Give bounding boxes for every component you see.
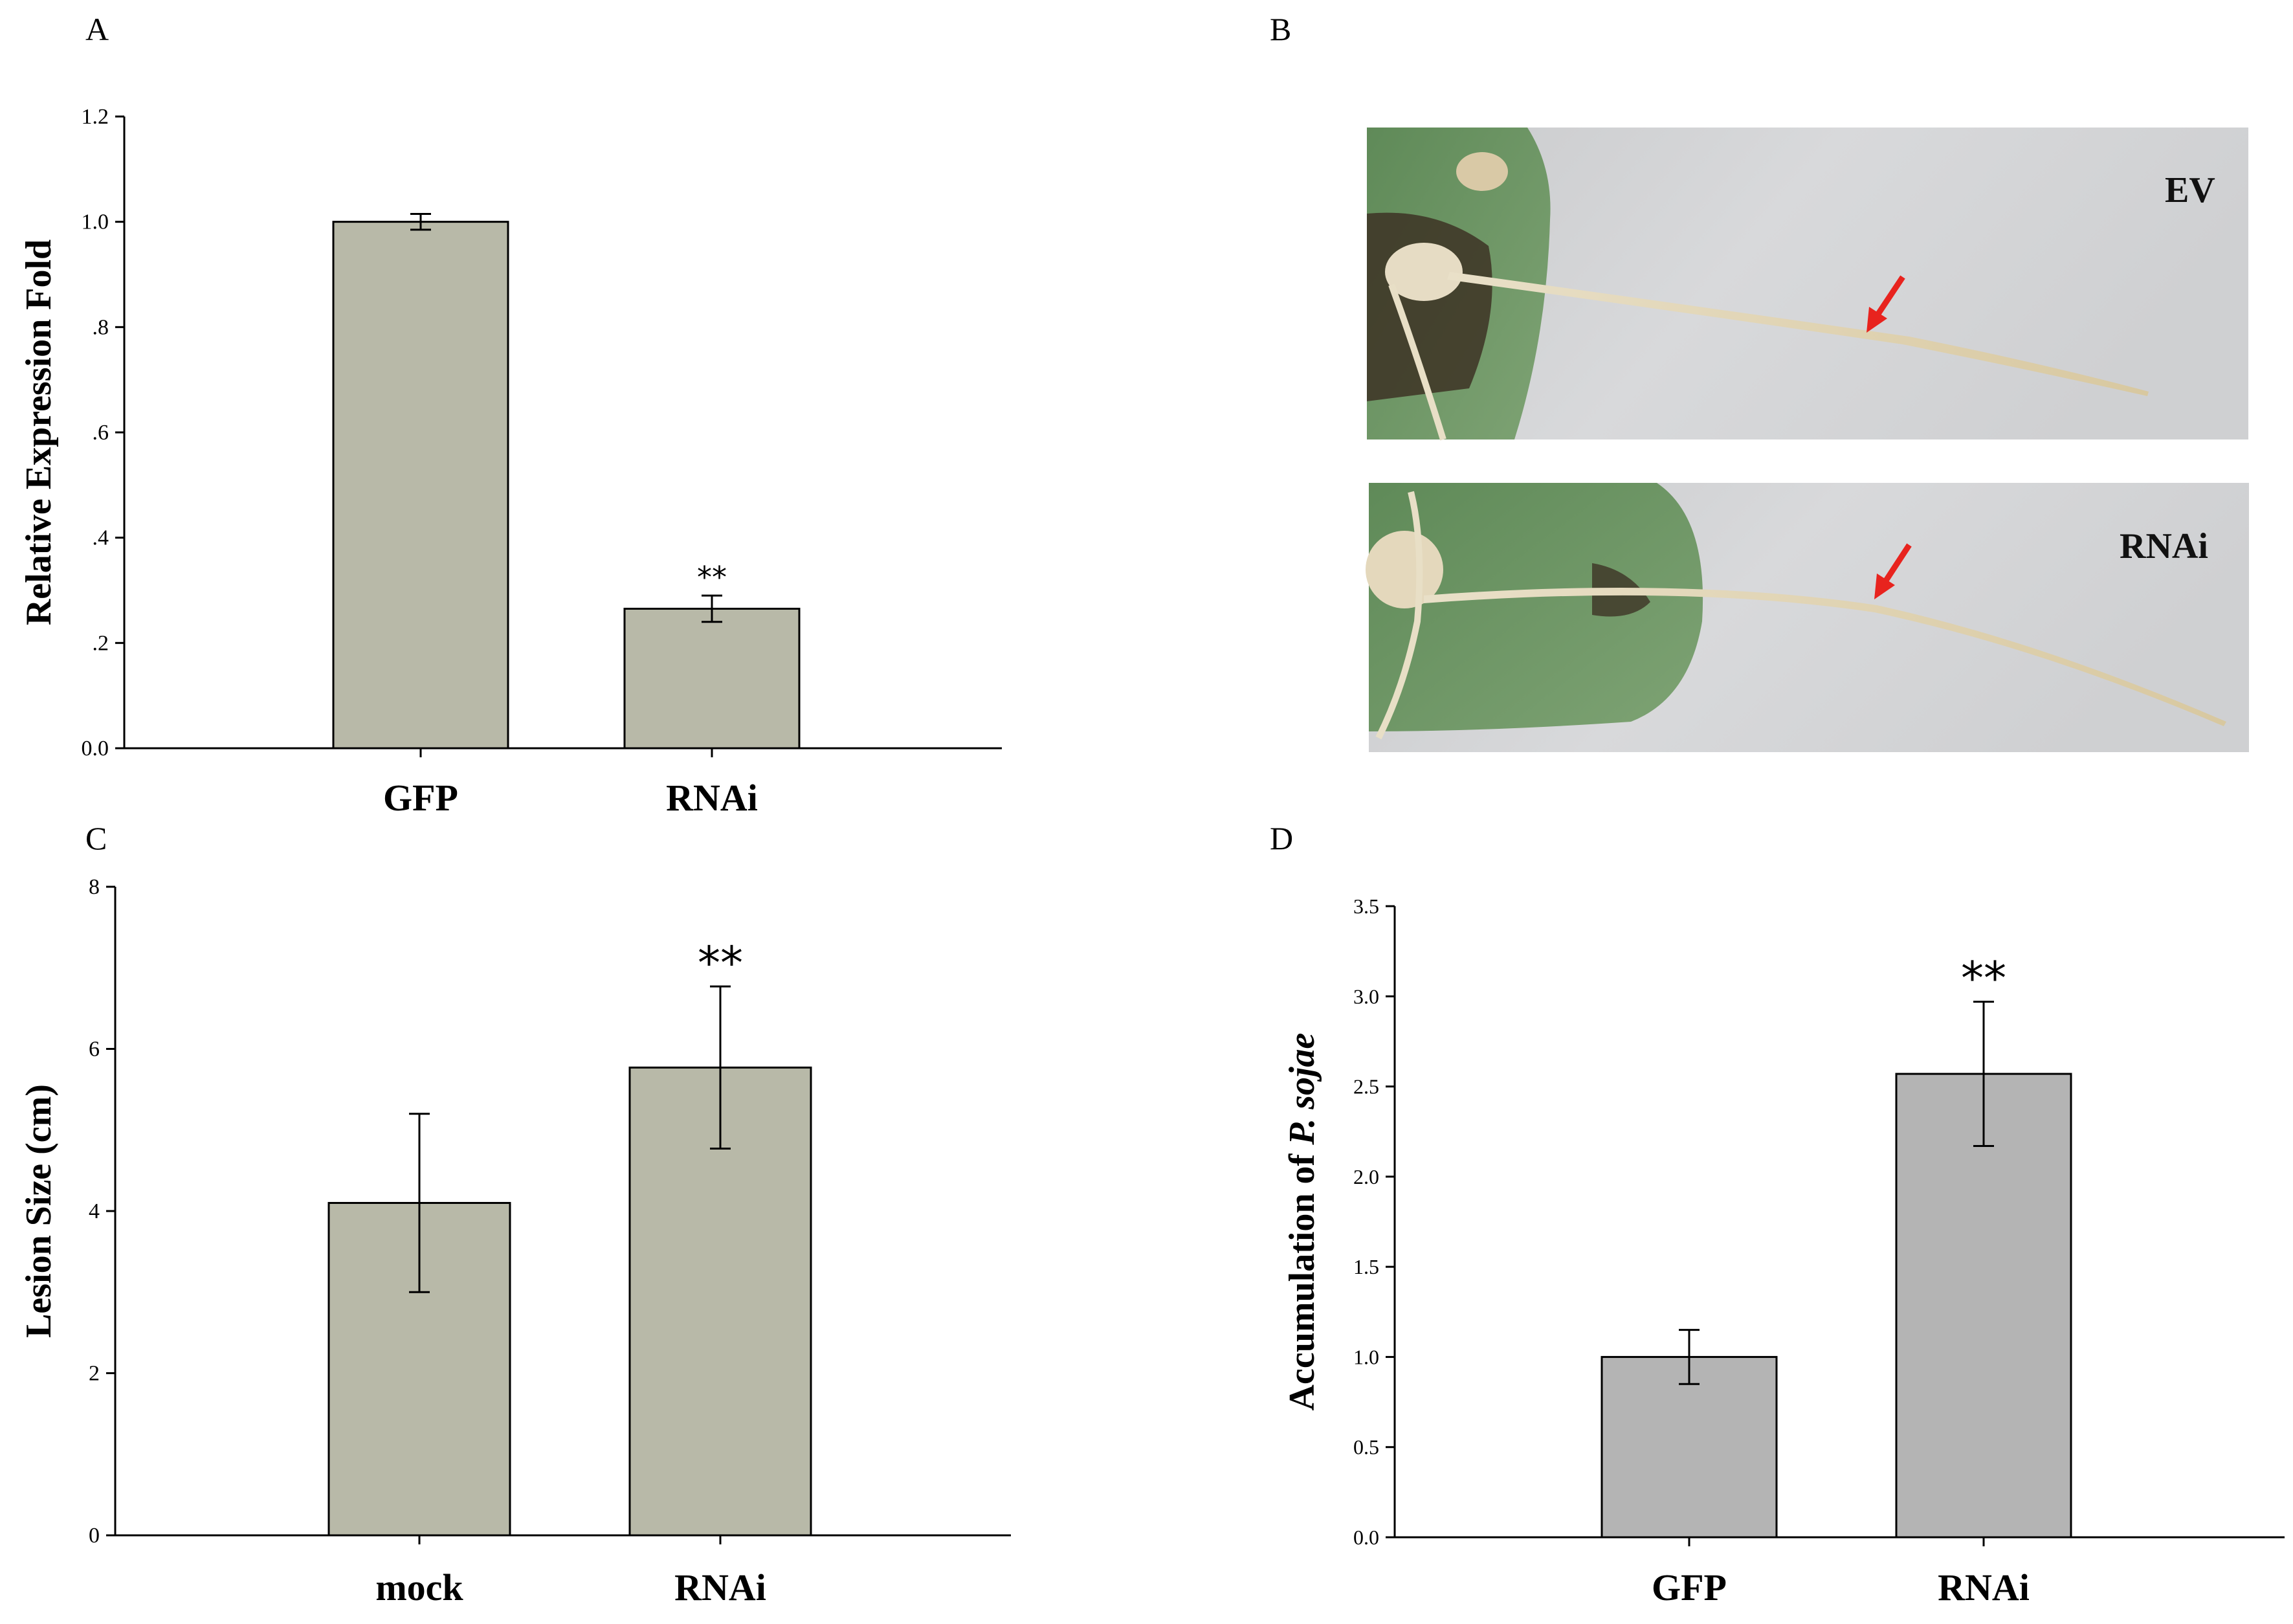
panel-label-b: B (1270, 11, 1291, 47)
chart-c-ytick-label: 0 (89, 1524, 100, 1548)
photo-ev: EV (1367, 128, 2248, 441)
photo-ev-root (1447, 272, 2149, 396)
chart-c-ytick-label: 8 (89, 875, 100, 899)
chart-d-category-gfp: GFP (1652, 1566, 1727, 1608)
chart-c-category-rnai: RNAi (674, 1566, 766, 1608)
chart-d-ytick-label: 2.0 (1353, 1165, 1379, 1188)
panel-label-d: D (1270, 820, 1293, 856)
panel-label-c: C (85, 820, 107, 856)
chart-d-significance-label: ** (1961, 952, 2006, 1005)
chart-c-ytick-label: 4 (89, 1199, 100, 1223)
chart-a-category-rnai: RNAi (666, 777, 758, 819)
chart-d-ytick-label: 3.5 (1353, 895, 1379, 918)
photo-rnai-callus (1366, 531, 1443, 608)
chart-c-errorbar-rnai (710, 985, 731, 1150)
chart-a-ytick-label: 1.2 (82, 105, 109, 129)
chart-c-category-mock: mock (375, 1566, 463, 1608)
photo-ev-callus (1385, 243, 1463, 301)
photo-ev-lateral-root (1388, 284, 1446, 441)
panel-label-a: A (85, 11, 109, 47)
photo-ev-callus-top (1456, 152, 1508, 191)
chart-a: 0.0 .2 .4 .6 .8 1.0 1.2 GFP RNAi ** Relative Expre… (19, 105, 1002, 819)
chart-d-errorbar-rnai (1973, 1001, 1994, 1147)
chart-a-ytick-label: .6 (93, 421, 109, 445)
chart-d-ytick-label: 0.5 (1353, 1436, 1379, 1459)
chart-a-ytick-label: 1.0 (82, 210, 109, 234)
chart-c-ytick-label: 2 (89, 1362, 100, 1386)
chart-a-errorbar-gfp (410, 212, 431, 231)
chart-d-errorbar-gfp (1679, 1329, 1700, 1385)
chart-a-significance-label: ** (697, 560, 727, 595)
chart-c-errorbar-mock (409, 1113, 430, 1293)
chart-c-ytick-label: 6 (89, 1038, 100, 1062)
chart-d-category-rnai: RNAi (1938, 1566, 2030, 1608)
chart-a-ytick-label: .8 (93, 315, 109, 339)
chart-d-ytick-label: 3.0 (1353, 984, 1379, 1008)
chart-a-ytick-label: .4 (93, 526, 109, 550)
chart-a-ytick-label: .2 (93, 631, 109, 655)
chart-d-ytick-label: 1.5 (1353, 1255, 1379, 1278)
photo-ev-arrow (1867, 275, 1905, 333)
chart-d-ytick-label: 0.0 (1353, 1526, 1379, 1549)
chart-a-category-gfp: GFP (383, 777, 458, 819)
chart-a-bar-gfp (332, 221, 509, 750)
chart-a-errorbar-rnai (702, 594, 722, 623)
chart-d-ylabel: Accumulation of P. sojae (1282, 1033, 1322, 1411)
chart-c-ylabel: Lesion Size (cm) (19, 1084, 59, 1338)
chart-c-significance-label: ** (698, 937, 743, 990)
chart-c: 0 2 4 6 8 mock RNAi ** Lesion Size (cm) (19, 875, 1011, 1608)
photo-rnai-arrow (1874, 543, 1912, 599)
chart-d: 0.0 0.5 1.0 1.5 2.0 2.5 3.0 3.5 GFP RNAi ** Accumul… (1282, 895, 2285, 1608)
chart-d-ytick-label: 2.5 (1353, 1075, 1379, 1098)
chart-d-bar-rnai (1895, 1073, 2072, 1539)
chart-d-ytick-label: 1.0 (1353, 1345, 1379, 1368)
chart-a-ytick-label: 0.0 (82, 737, 109, 761)
chart-a-ylabel: Relative Expression Fold (19, 239, 59, 625)
photo-rnai-label: RNAi (2120, 526, 2208, 566)
photo-ev-soil (1367, 212, 1492, 401)
photo-rnai-leaf (1369, 483, 1703, 731)
chart-d-bar-gfp (1601, 1355, 1778, 1539)
chart-a-bar-rnai (623, 607, 801, 750)
photo-ev-label: EV (2165, 170, 2215, 210)
photo-rnai-lateral-root (1375, 491, 1423, 740)
photo-rnai: RNAi (1366, 483, 2249, 752)
